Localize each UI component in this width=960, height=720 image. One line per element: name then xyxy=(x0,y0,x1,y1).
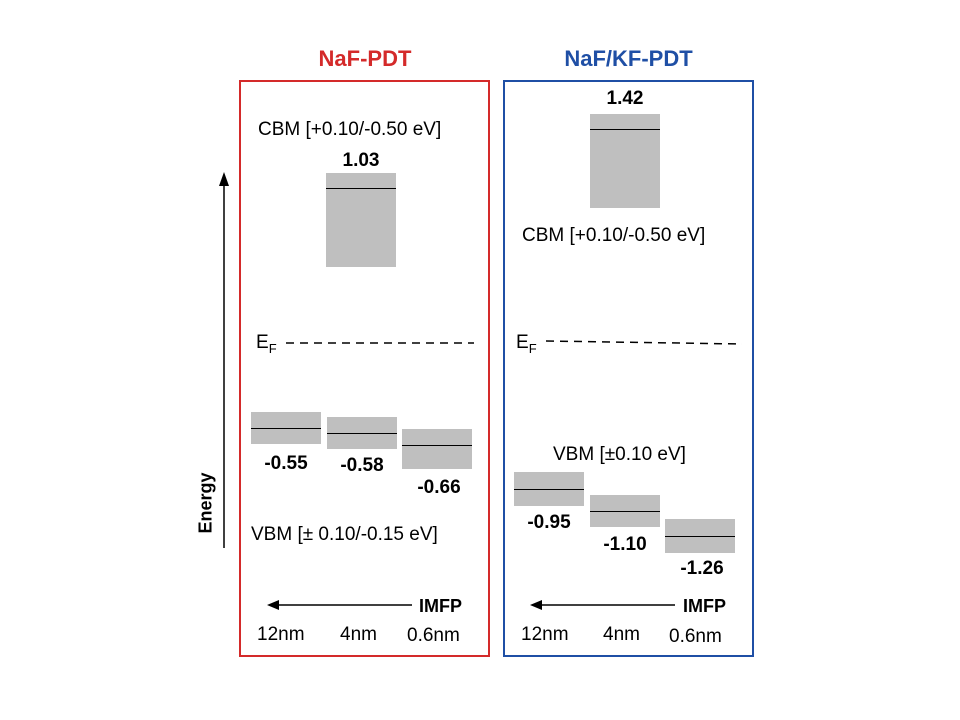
left-vbm-level-2 xyxy=(327,417,397,449)
energy-axis-label: Energy xyxy=(195,472,216,534)
right-depth-0-6nm: 0.6nm xyxy=(669,626,722,647)
left-vbm-value-1: -0.55 xyxy=(264,453,308,474)
right-vbm-value-3: -1.26 xyxy=(680,558,724,579)
left-cbm-level xyxy=(326,173,396,267)
right-fermi-line xyxy=(546,340,743,345)
right-panel xyxy=(503,80,754,657)
left-imfp-label: IMFP xyxy=(419,596,462,616)
right-cbm-value: 1.42 xyxy=(606,88,644,109)
left-vbm-value-3: -0.66 xyxy=(417,477,461,498)
right-vbm-value-2: -1.10 xyxy=(603,534,647,555)
right-vbm-level-2 xyxy=(590,495,660,527)
left-vbm-level-1 xyxy=(251,412,321,444)
energy-axis-arrow xyxy=(219,172,229,548)
left-vbm-level-3 xyxy=(402,429,472,469)
left-cbm-value: 1.03 xyxy=(342,150,380,171)
left-panel xyxy=(239,80,490,657)
left-vbm-value-2: -0.58 xyxy=(340,455,384,476)
left-depth-0-6nm: 0.6nm xyxy=(407,625,460,646)
right-depth-12nm: 12nm xyxy=(521,624,569,645)
right-cbm-level xyxy=(590,114,660,208)
left-panel-title: NaF-PDT xyxy=(318,46,412,71)
right-vbm-label: VBM [±0.10 eV] xyxy=(553,444,686,465)
left-fermi-label: EF xyxy=(256,332,277,356)
right-cbm-label: CBM [+0.10/-0.50 eV] xyxy=(522,225,706,246)
right-imfp-label: IMFP xyxy=(683,596,726,616)
right-depth-4nm: 4nm xyxy=(603,624,640,645)
left-depth-4nm: 4nm xyxy=(340,624,377,645)
right-vbm-value-1: -0.95 xyxy=(527,512,571,533)
right-panel-title: NaF/KF-PDT xyxy=(564,46,693,71)
right-vbm-level-1 xyxy=(514,472,584,506)
left-imfp-arrow xyxy=(267,600,412,610)
left-cbm-label: CBM [+0.10/-0.50 eV] xyxy=(258,119,442,140)
right-imfp-arrow xyxy=(530,600,675,610)
left-vbm-label: VBM [± 0.10/-0.15 eV] xyxy=(251,524,438,545)
left-depth-12nm: 12nm xyxy=(257,624,305,645)
right-fermi-label: EF xyxy=(516,332,537,356)
right-vbm-level-3 xyxy=(665,519,735,553)
left-fermi-line xyxy=(286,342,474,344)
